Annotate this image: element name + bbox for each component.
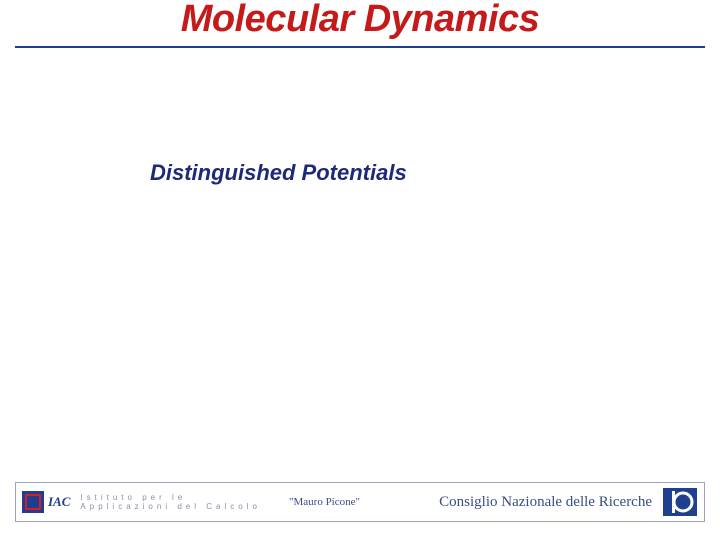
institute-name: Istituto per le Applicazioni del Calcolo [80,493,279,511]
footer-left: IAC Istituto per le Applicazioni del Cal… [16,483,360,521]
slide: Molecular Dynamics Distinguished Potenti… [0,0,720,540]
slide-subtitle: Distinguished Potentials [150,160,407,186]
council-name: Consiglio Nazionale delle Ricerche [439,494,652,511]
title-underline [15,46,705,48]
footer-bar: IAC Istituto per le Applicazioni del Cal… [15,482,705,522]
cnr-logo-svg-icon [663,488,697,516]
iac-logo-box-icon [22,491,44,513]
cnr-logo-icon [662,487,698,517]
iac-logo-text: IAC [48,494,70,510]
institute-script: "Mauro Picone" [289,496,360,508]
slide-title: Molecular Dynamics [0,0,720,46]
footer-right: Consiglio Nazionale delle Ricerche [360,483,704,521]
iac-logo-icon: IAC [22,491,70,513]
title-block: Molecular Dynamics [0,0,720,48]
